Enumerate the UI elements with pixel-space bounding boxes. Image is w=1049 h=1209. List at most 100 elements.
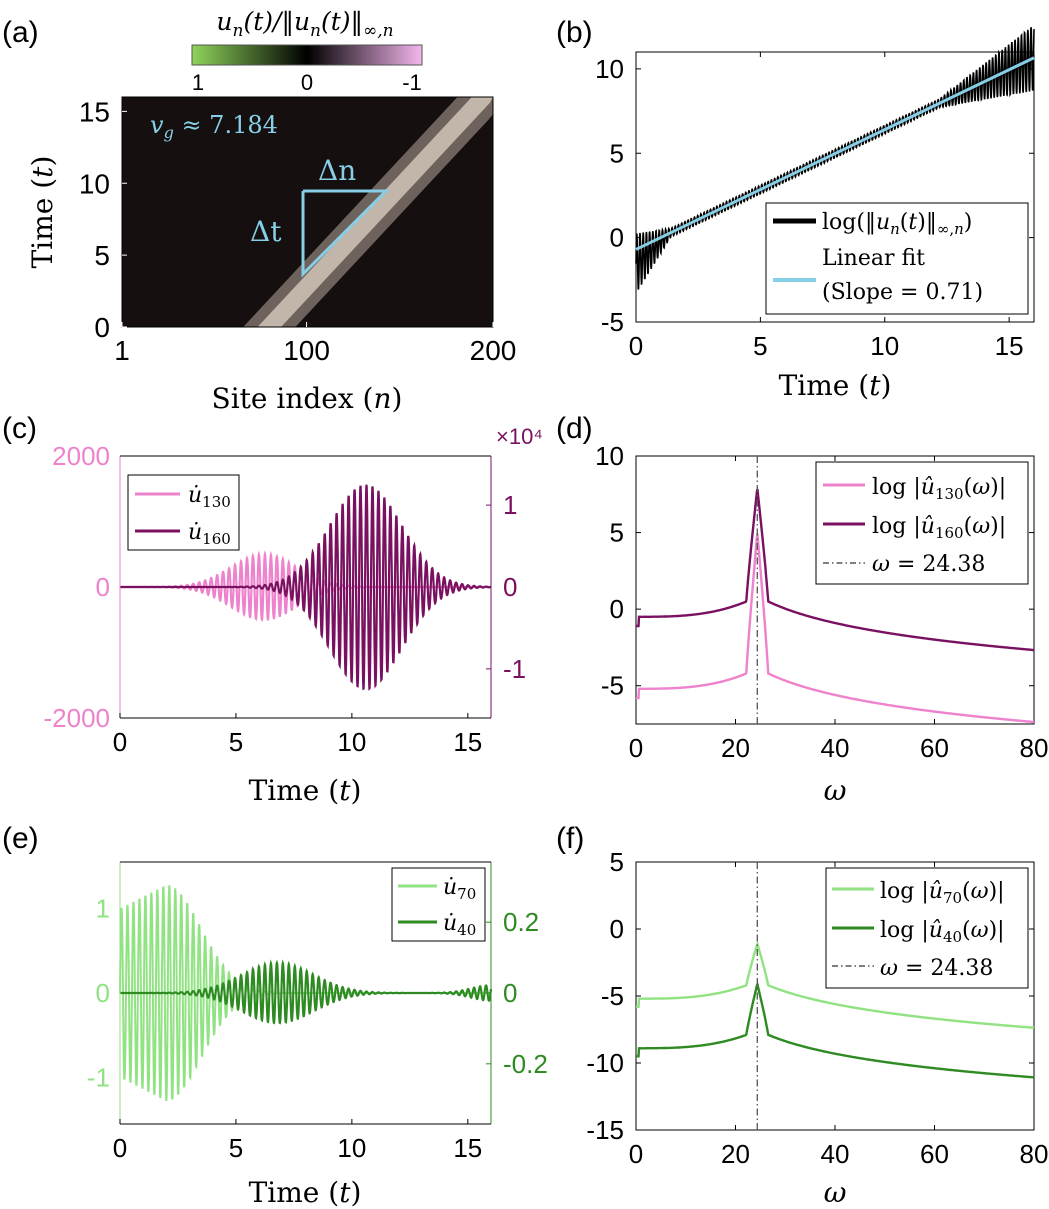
y-tick-label-right: 0 [503,978,517,1008]
y-tick-label: 0 [610,594,624,624]
y-tick-label-left: 1 [96,893,110,923]
panel-label-d: (d) [556,412,593,445]
x-tick-label: 15 [453,727,482,757]
x-tick-label: 0 [629,733,643,763]
y-tick-label: 0 [610,914,624,944]
x-tick-label: 5 [753,331,767,361]
y-tick-label: 5 [610,138,624,168]
x-tick-label: 200 [470,335,517,366]
x-tick-label: 20 [721,733,750,763]
series-line-1 [636,488,1035,652]
x-tick-label: 15 [453,1133,482,1163]
colorbar-title: un(t)/‖un(t)‖∞,n [216,7,393,41]
y-tick-label-left: 2000 [52,441,110,471]
colorbar-tick: -1 [402,70,422,95]
legend-entry: Linear fit [822,246,925,271]
x-tick-label: 0 [629,1139,643,1169]
colorbar [191,44,423,66]
y-tick-label: 15 [79,96,110,127]
x-axis-label: ω [824,774,847,807]
panel-label-b: (b) [556,16,593,49]
y-tick-label: 10 [595,54,624,84]
x-tick-label: 60 [920,1139,949,1169]
y-tick-label-left: 0 [96,572,110,602]
x-tick-label: 60 [920,733,949,763]
y-tick-label-right: 0 [503,572,517,602]
panel-label-f: (f) [556,822,584,855]
y-tick-label: 5 [610,847,624,877]
panel-label-e: (e) [2,822,39,855]
panel-label-a: (a) [2,16,39,49]
panel-a: un(t)/‖un(t)‖∞,n 1 0 -1 vg ≈ 7.184 Δn Δt… [26,7,516,415]
series-line-u40 [120,959,493,1025]
x-tick-label: 100 [283,335,330,366]
x-tick-label: 5 [229,1133,243,1163]
y-tick-label: -5 [601,307,624,337]
y-tick-label-right: 1 [503,490,517,520]
y-tick-label: 0 [94,312,110,343]
y-tick-label: -15 [586,1115,624,1145]
x-tick-label: 40 [821,1139,850,1169]
y-tick-label-right: 0.2 [503,907,539,937]
x-tick-label: 1 [114,335,130,366]
x-tick-label: 80 [1020,733,1049,763]
x-tick-label: 10 [337,727,366,757]
x-axis-label: Time (t) [249,1176,362,1209]
y-tick-label: 10 [595,441,624,471]
x-tick-label: 80 [1020,1139,1049,1169]
x-axis-label: ω [824,1176,847,1209]
x-tick-label: 5 [229,727,243,757]
x-tick-label: 40 [821,733,850,763]
y-tick-label: 10 [79,168,110,199]
y-tick-label-right: -0.2 [503,1049,548,1079]
x-tick-label: 10 [337,1133,366,1163]
x-axis-label: Time (t) [249,774,362,807]
legend-entry: log |û130(ω)| [872,475,1006,503]
y-tick-label: -5 [601,671,624,701]
colorbar-tick: 1 [192,70,204,95]
panel-label-c: (c) [2,412,37,445]
y-tick-label: 5 [610,518,624,548]
y-tick-label: -10 [586,1048,624,1078]
y-tick-label: 0 [610,223,624,253]
y-axis-label: Time (t) [26,156,59,269]
y-tick-label-left: -1 [87,1063,110,1093]
series-line-lognorm [635,27,1035,290]
delta-t-label: Δt [250,215,282,248]
x-tick-label: 10 [870,331,899,361]
colorbar-tick: 0 [301,70,313,95]
y-tick-label: 5 [94,240,110,271]
legend-entry: log |û40(ω)| [880,918,1005,946]
slope-triangle [301,189,390,278]
series-line-0 [636,940,1035,1029]
series-line-1 [636,980,1035,1079]
legend-entry: (Slope = 0.71) [822,280,983,305]
x-tick-label: 0 [113,1133,127,1163]
panel-d: 0 20 40 60 80 -5 0 5 10 log |û130(ω)| log |û160(… [595,441,1048,807]
x-tick-label: 20 [721,1139,750,1169]
legend-entry: ω = 24.38 [880,956,993,981]
y-tick-label-right: -1 [503,654,526,684]
panel-f: 0 20 40 60 80 -15 -10 -5 0 5 log |û70(ω)| log |û4… [586,847,1048,1209]
legend-box [391,867,486,942]
x-tick-label: 0 [629,331,643,361]
series-line-0 [636,533,1034,724]
axes-frame [121,96,494,328]
legend-entry: log |û70(ω)| [880,879,1005,907]
y-tick-label: -5 [601,981,624,1011]
legend-entry: log |û160(ω)| [872,514,1006,542]
x-tick-label: 0 [113,727,127,757]
y-tick-label-left: 0 [96,978,110,1008]
x-axis-label: Time (t) [779,369,892,402]
legend-box [127,474,240,551]
x-axis-label: Site index (n) [212,382,403,415]
heatmap-band-core [257,97,493,327]
y-tick-label-left: -2000 [44,703,111,733]
series-line-u160 [120,484,492,691]
delta-n-label: Δn [318,154,356,187]
x-tick-label: 15 [995,331,1024,361]
